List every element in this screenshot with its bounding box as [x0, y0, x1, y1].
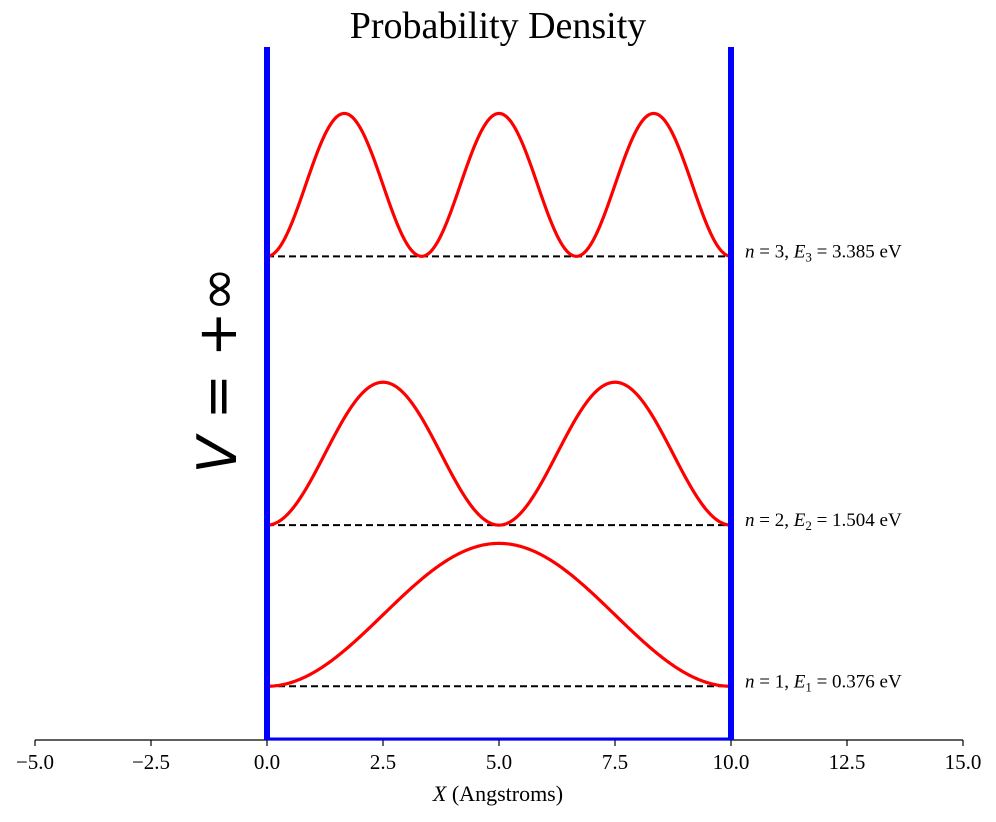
chart-title: Probability Density [350, 5, 647, 47]
x-tick-label: 5.0 [486, 750, 512, 774]
x-tick-label: 7.5 [602, 750, 628, 774]
energy-label-n2: n = 2, E2 = 1.504 eV [745, 510, 902, 533]
energy-label-n3: n = 3, E3 = 3.385 eV [745, 241, 902, 264]
x-tick-label: −5.0 [16, 750, 54, 774]
x-tick-label: 0.0 [254, 750, 280, 774]
potential-label: V = +∞ [186, 267, 249, 474]
energy-label-n1: n = 1, E1 = 0.376 eV [745, 671, 902, 694]
density-curve-n2 [266, 380, 732, 527]
x-tick-label: 15.0 [945, 750, 982, 774]
x-axis-var: X [432, 781, 448, 806]
x-axis-unit: (Angstroms) [452, 781, 563, 806]
density-curve-n3 [266, 111, 732, 258]
density-curve-n1 [267, 541, 731, 688]
x-tick-label: 12.5 [829, 750, 866, 774]
x-tick-label: 10.0 [713, 750, 750, 774]
x-tick-label: 2.5 [370, 750, 396, 774]
x-tick-label: −2.5 [132, 750, 170, 774]
x-axis-label: X (Angstroms) [432, 781, 563, 806]
